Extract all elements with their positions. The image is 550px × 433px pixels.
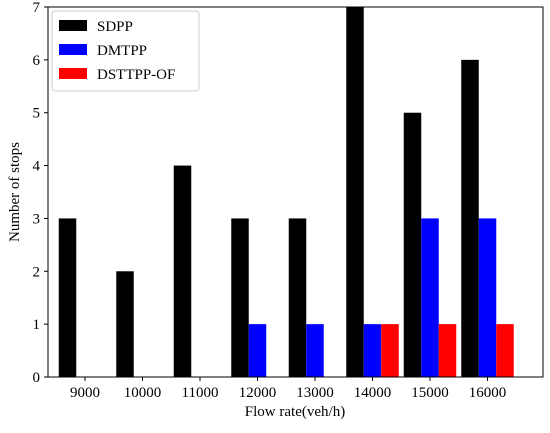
y-tick-label: 2: [33, 264, 41, 280]
y-tick-label: 3: [33, 211, 41, 227]
bar-dsttpp-of-16000: [496, 324, 514, 377]
bar-dmtpp-14000: [363, 324, 382, 377]
y-tick-label: 4: [33, 159, 41, 175]
bar-dmtpp-15000: [421, 218, 439, 377]
legend-frame: [51, 10, 200, 92]
y-tick-label: 7: [33, 0, 41, 16]
bar-sdpp-9000: [58, 218, 77, 377]
legend-items: SDPP DMTPP DSTTPP-OF: [59, 19, 175, 83]
bar-dsttpp-of-15000: [438, 324, 457, 377]
bar-dsttpp-of-14000: [381, 324, 399, 377]
x-tick-label: 15000: [411, 385, 449, 401]
x-tick-label: 9000: [70, 385, 100, 401]
bar-sdpp-13000: [288, 218, 307, 377]
y-tick-label: 5: [33, 106, 41, 122]
x-tick-label: 16000: [469, 385, 507, 401]
x-tick-label: 12000: [239, 385, 277, 401]
x-tick-label: 10000: [124, 385, 162, 401]
y-tick-label: 1: [33, 317, 41, 333]
y-axis-label: Number of stops: [7, 142, 23, 242]
bar-dmtpp-16000: [478, 218, 497, 377]
y-axis-ticks: 0 1 2 3 4 5 6 7: [33, 0, 48, 386]
legend-swatch-dsttpp-of: [59, 68, 87, 79]
bar-sdpp-16000: [461, 59, 479, 377]
bar-dmtpp-13000: [306, 324, 324, 377]
bar-sdpp-10000: [116, 271, 134, 377]
bars-layer: [58, 7, 514, 377]
bar-sdpp-12000: [231, 218, 249, 377]
legend-label-dmtpp: DMTPP: [97, 43, 147, 59]
legend-label-dsttpp-of: DSTTPP-OF: [97, 67, 175, 83]
x-tick-label: 13000: [296, 385, 334, 401]
x-axis-label: Flow rate(veh/h): [245, 404, 345, 420]
y-tick-label: 6: [33, 53, 41, 69]
bar-sdpp-15000: [403, 112, 422, 377]
plot-frame: [47, 6, 544, 378]
x-tick-label: 11000: [182, 385, 219, 401]
bar-dmtpp-12000: [248, 324, 267, 377]
legend-swatch-sdpp: [59, 20, 87, 31]
bar-sdpp-11000: [173, 165, 192, 377]
y-tick-label: 0: [33, 370, 41, 386]
x-axis-ticks: 9000 10000 11000 12000 13000 14000 15000 16000: [70, 377, 506, 401]
legend-label-sdpp: SDPP: [97, 19, 133, 35]
bar-sdpp-14000: [346, 7, 364, 377]
x-tick-label: 14000: [354, 385, 392, 401]
legend: SDPP DMTPP DSTTPP-OF: [51, 10, 200, 92]
legend-swatch-dmtpp: [59, 44, 87, 55]
